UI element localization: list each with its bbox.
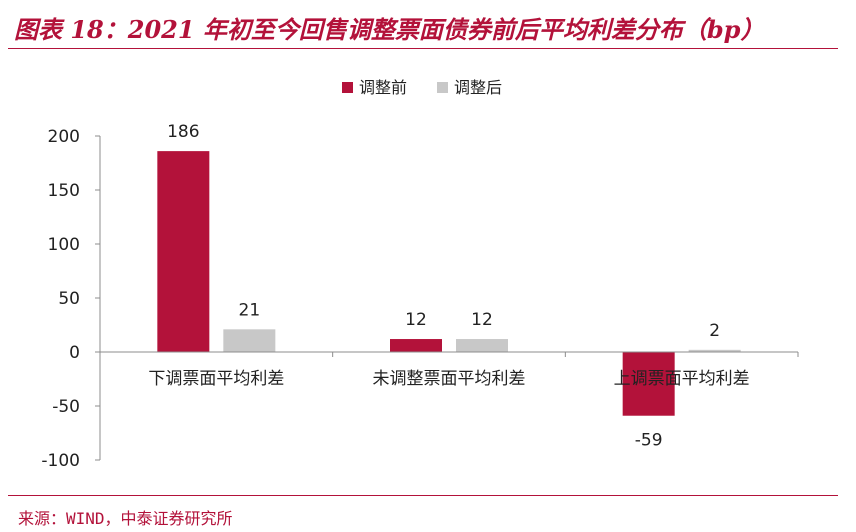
x-category-label: 上调票面平均利差 — [614, 369, 750, 389]
bar-before-3 — [622, 352, 675, 416]
bar-before-1 — [157, 151, 210, 352]
y-tick-label: -100 — [41, 451, 80, 471]
title-divider — [8, 48, 838, 49]
data-label: 186 — [167, 122, 199, 142]
source-note: 来源：WIND，中泰证券研究所 — [18, 509, 233, 528]
data-label: 12 — [405, 310, 427, 330]
figure-title: 图表 18：2021 年初至今回售调整票面债券前后平均利差分布（bp） — [14, 15, 765, 44]
y-tick-label: 0 — [69, 343, 80, 363]
y-tick-label: 150 — [48, 181, 80, 201]
bar-chart: 调整前 调整后 200 150 100 50 0 -50 -100 186 21 12 12 -59 2 下调… — [41, 78, 799, 471]
data-label: -59 — [635, 431, 663, 451]
source-divider — [8, 495, 838, 496]
bar-after-3 — [688, 349, 741, 352]
legend-label-1: 调整前 — [359, 78, 407, 97]
legend-swatch-2 — [437, 82, 448, 93]
y-tick-label: 100 — [48, 235, 80, 255]
legend-label-2: 调整后 — [454, 78, 502, 97]
data-label: 2 — [709, 321, 720, 341]
y-tick-label: 50 — [58, 289, 80, 309]
bar-before-2 — [390, 339, 442, 352]
data-label: 21 — [239, 300, 261, 320]
bar-after-1 — [223, 329, 276, 352]
legend-swatch-1 — [342, 82, 353, 93]
x-category-label: 未调整票面平均利差 — [373, 369, 526, 389]
data-label: 12 — [471, 310, 493, 330]
bar-after-2 — [456, 339, 508, 352]
x-category-label: 下调票面平均利差 — [148, 369, 284, 389]
y-tick-label: -50 — [52, 397, 80, 417]
y-tick-label: 200 — [48, 127, 80, 147]
